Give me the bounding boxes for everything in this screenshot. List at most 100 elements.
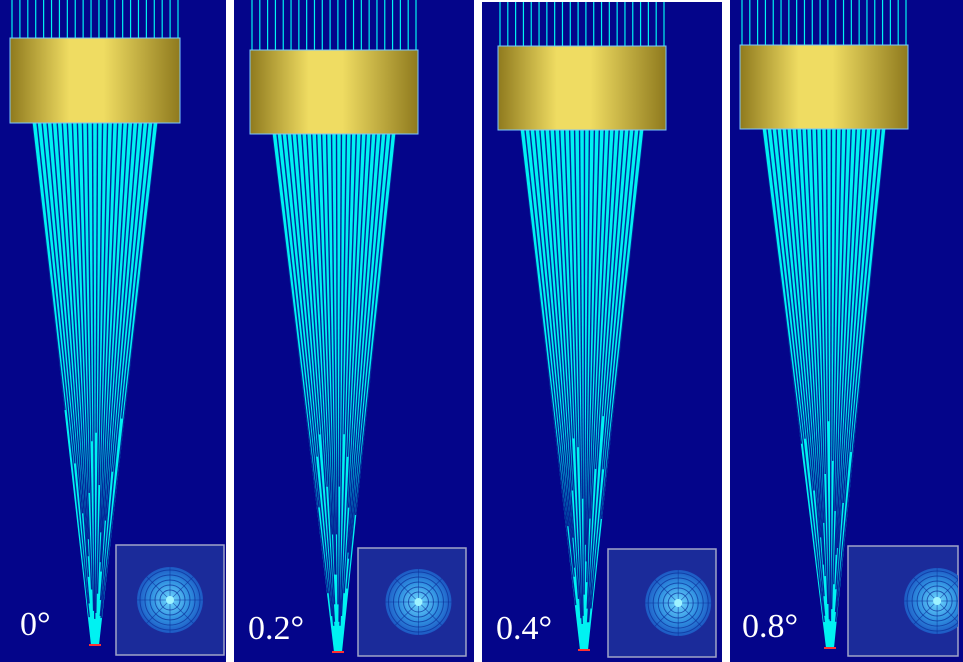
- spot-spoke: [169, 599, 194, 624]
- spot-spoke: [654, 602, 679, 627]
- ray-gap: [104, 122, 134, 521]
- panel-1: 0°: [0, 0, 226, 662]
- ray-gap: [529, 129, 575, 577]
- ray-gap: [306, 133, 328, 487]
- lens: [739, 44, 909, 130]
- ray-gap: [71, 122, 93, 590]
- ray-gap: [836, 128, 862, 549]
- ray-gap: [61, 122, 89, 557]
- ray-gap: [834, 128, 877, 613]
- ray-cone: [32, 123, 158, 645]
- ray-gap: [829, 128, 833, 622]
- ray-gap: [41, 122, 76, 464]
- ray-gap: [834, 128, 848, 512]
- ray-gap: [276, 133, 320, 508]
- ray-gap: [815, 128, 826, 475]
- spot-pattern: [904, 568, 958, 634]
- ray-gap: [830, 128, 843, 610]
- ray-gap: [347, 133, 372, 508]
- ray-gap: [820, 128, 831, 620]
- ray-gap: [348, 133, 387, 559]
- ray-trace-diagram-4: [730, 0, 963, 662]
- ray-gap: [271, 133, 329, 594]
- ray-gap: [589, 129, 606, 519]
- ray-gap: [534, 129, 575, 568]
- ray-gap: [343, 133, 377, 594]
- spot-spoke: [677, 602, 702, 627]
- spot-spoke: [418, 601, 443, 626]
- ray-gap: [281, 133, 333, 617]
- ray-gap: [590, 129, 640, 609]
- spot-spoke: [394, 578, 419, 603]
- ray-gap: [831, 128, 838, 461]
- lens: [249, 49, 419, 135]
- ray-gap: [766, 128, 825, 623]
- ray-gap: [834, 128, 887, 622]
- incoming-rays: [11, 0, 179, 38]
- ray-gap: [86, 122, 93, 442]
- ray-gap: [111, 122, 144, 472]
- field-angle-label: 0.8°: [742, 608, 799, 645]
- ray-gap: [347, 133, 382, 553]
- ray-gap: [573, 129, 584, 616]
- ray-gap: [346, 133, 392, 589]
- ray-gap: [786, 128, 825, 597]
- incoming-rays: [251, 0, 417, 50]
- ray-gap: [602, 129, 635, 470]
- spot-spoke: [936, 600, 958, 623]
- ray-gap: [805, 128, 825, 523]
- ray-gap: [98, 122, 109, 486]
- ray-gap: [31, 122, 66, 411]
- converging-rays: [31, 122, 159, 645]
- field-angle-label: 0.4°: [496, 610, 553, 647]
- ray-gap: [330, 133, 338, 535]
- ray-gap: [95, 122, 99, 433]
- converging-rays: [271, 133, 397, 652]
- ray-gap: [320, 133, 336, 575]
- ray-gap: [291, 133, 335, 626]
- ray-gap: [91, 122, 96, 619]
- ray-gap: [539, 129, 574, 538]
- spot-center: [166, 596, 174, 604]
- ray-gap: [121, 122, 154, 419]
- incoming-rays: [741, 0, 907, 45]
- spot-pattern: [385, 569, 452, 635]
- ray-gap: [310, 133, 336, 605]
- ray-gap: [587, 129, 630, 623]
- ray-trace-diagram-1: [0, 0, 226, 662]
- field-angle-label: 0°: [20, 606, 51, 643]
- ray-gap: [850, 128, 882, 453]
- spot-spoke: [677, 579, 702, 604]
- ray-trace-diagram-3: [482, 2, 722, 662]
- ray-gap: [810, 128, 829, 605]
- ray-gap: [315, 133, 334, 535]
- ray-gap: [339, 133, 358, 626]
- ray-gap: [586, 129, 620, 623]
- ray-gap: [791, 128, 822, 538]
- ray-gap: [578, 129, 584, 499]
- incoming-rays: [499, 2, 665, 46]
- ray-gap: [36, 122, 90, 618]
- ray-gap: [96, 122, 114, 594]
- ray-gap: [301, 133, 336, 622]
- ray-gap: [56, 122, 90, 577]
- ray-gap: [46, 122, 90, 604]
- ray-gap: [338, 133, 348, 622]
- ray-gap: [771, 128, 806, 439]
- converging-rays: [519, 129, 645, 650]
- lens: [9, 37, 181, 124]
- spot-spoke: [394, 601, 419, 626]
- ray-gap: [825, 128, 830, 422]
- ray-gap: [585, 129, 596, 562]
- ray-gap: [286, 133, 318, 457]
- ray-gap: [563, 129, 583, 624]
- ray-gap: [568, 129, 579, 448]
- field-angle-label: 0.2°: [248, 610, 305, 647]
- ray-gap: [800, 128, 826, 577]
- ray-gap: [51, 122, 84, 514]
- spot-spoke: [418, 578, 443, 603]
- ray-gap: [600, 129, 645, 520]
- panel-2: 0.2°: [234, 0, 474, 662]
- ray-gap: [95, 122, 104, 614]
- ray-gap: [335, 133, 339, 605]
